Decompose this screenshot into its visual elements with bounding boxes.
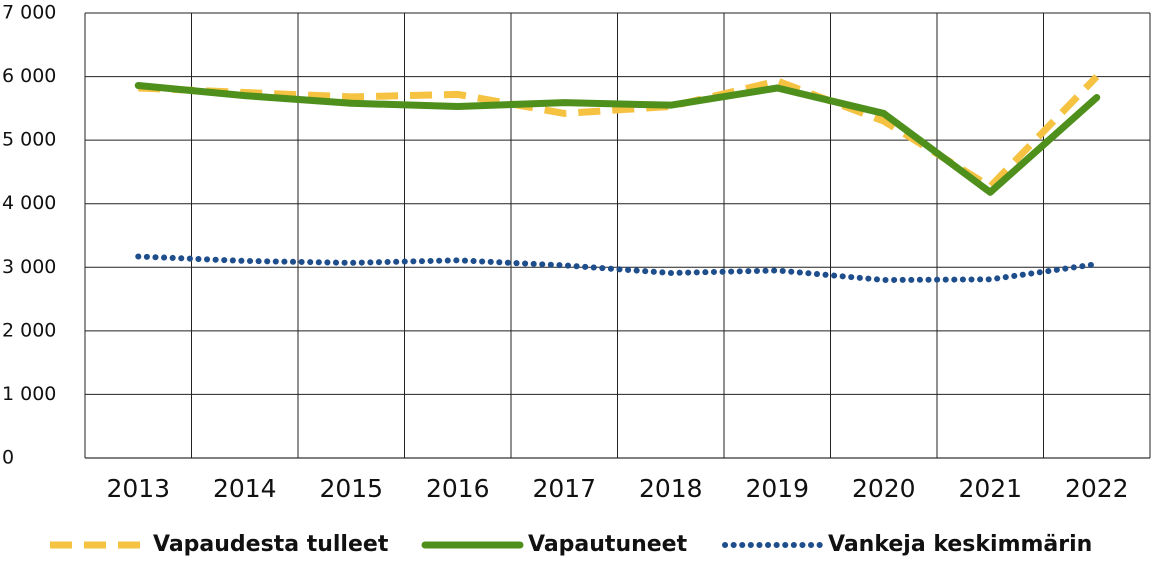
y-tick-label: 6 000 [2, 65, 56, 87]
legend-label: Vapaudesta tulleet [153, 532, 389, 557]
legend-label: Vapautuneet [528, 532, 688, 557]
x-tick-label: 2018 [639, 474, 703, 503]
legend-label: Vankeja keskimmärin [828, 532, 1092, 557]
line-series [135, 253, 1100, 283]
y-tick-label: 4 000 [2, 192, 56, 214]
x-tick-label: 2019 [745, 474, 809, 503]
x-tick-label: 2015 [319, 474, 383, 503]
x-tick-label: 2020 [852, 474, 916, 503]
y-tick-label: 2 000 [2, 319, 56, 341]
y-tick-label: 3 000 [2, 256, 56, 278]
y-tick-label: 1 000 [2, 383, 56, 405]
y-tick-label: 5 000 [2, 129, 56, 151]
x-tick-label: 2021 [958, 474, 1022, 503]
x-tick-label: 2017 [532, 474, 596, 503]
x-tick-label: 2013 [106, 474, 170, 503]
x-tick-label: 2022 [1065, 474, 1129, 503]
line-series [134, 81, 1101, 196]
x-tick-label: 2016 [426, 474, 490, 503]
x-tick-label: 2014 [213, 474, 277, 503]
y-tick-label: 0 [2, 447, 14, 469]
y-tick-label: 7 000 [2, 2, 56, 24]
